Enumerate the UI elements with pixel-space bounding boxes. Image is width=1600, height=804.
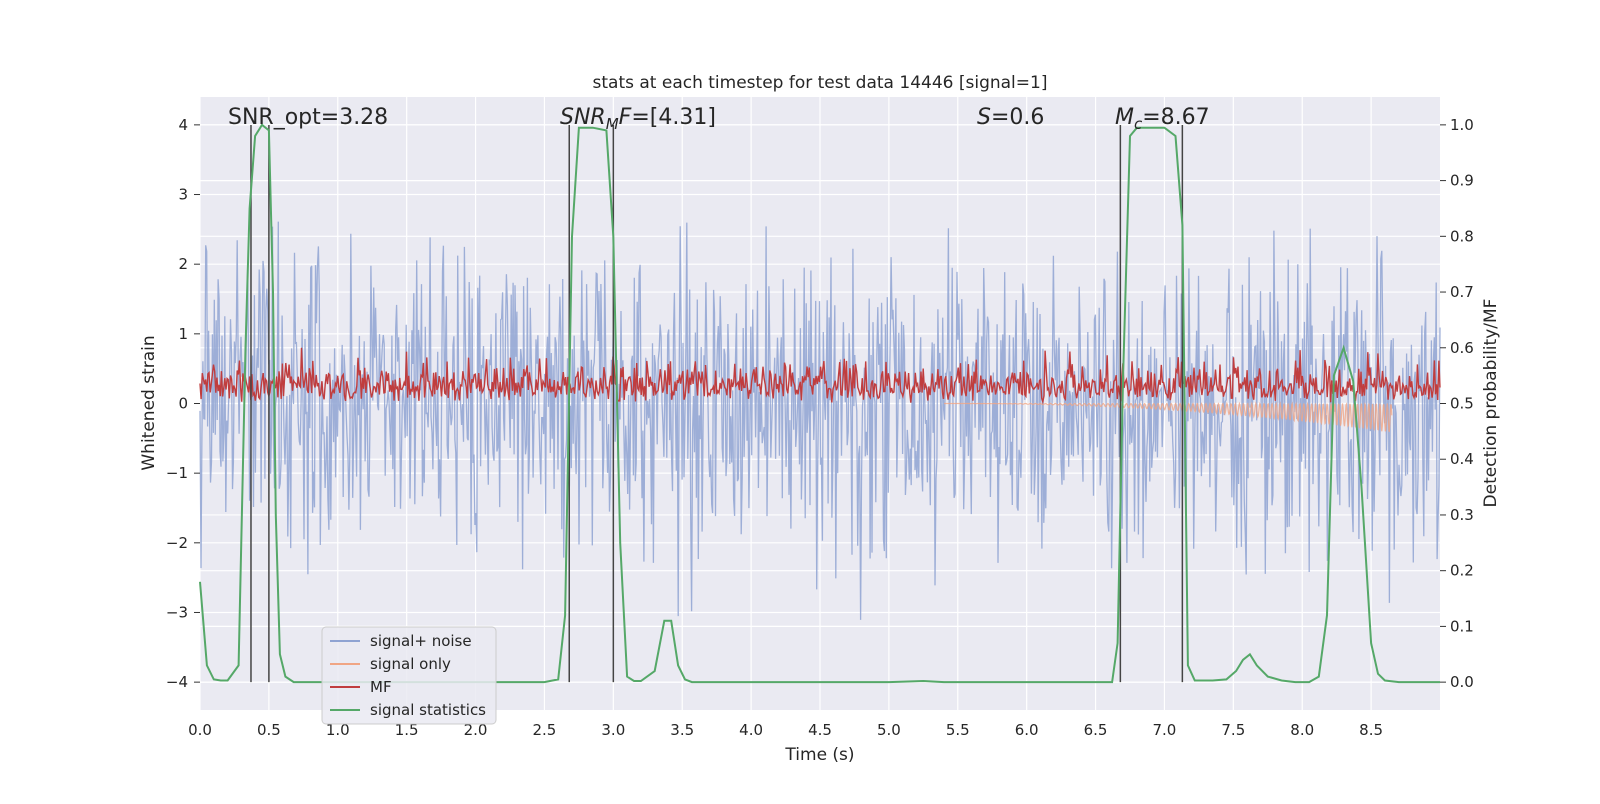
y-axis-label: Whitened strain: [139, 335, 159, 470]
x-tick-label: 5.0: [877, 721, 901, 739]
y2-tick-labels: 1.0 0.9 0.8 0.7 0.6 0.5 0.4 0.3 0.2 0.1 0.0: [1440, 116, 1474, 691]
x-tick-label: 1.0: [326, 721, 350, 739]
s-symbol: S: [977, 105, 991, 130]
snr-mf-value: =[4.31]: [631, 105, 716, 130]
s-value: =0.6: [991, 105, 1044, 130]
x-tick-label: 5.5: [946, 721, 970, 739]
y-tick-label: −3: [166, 603, 188, 621]
y2-tick-label: 0.7: [1450, 283, 1474, 301]
y2-tick-label: 0.3: [1450, 506, 1474, 524]
x-tick-label: 8.5: [1359, 721, 1383, 739]
legend: signal+ noise signal only MF signal stat…: [321, 626, 497, 725]
x-tick-label: 0.5: [257, 721, 281, 739]
y2-tick-label: 0.0: [1450, 673, 1474, 691]
y-tick-label: 0: [178, 395, 188, 413]
y-tick-labels: 4 3 2 1 0 −1 −2 −3 −4: [166, 116, 200, 691]
x-tick-label: 4.0: [739, 721, 763, 739]
annotation-mc: Mc=8.67: [1115, 105, 1210, 133]
x-axis-label: Time (s): [784, 745, 854, 765]
y-tick-label: −2: [166, 534, 188, 552]
x-tick-label: 8.0: [1290, 721, 1314, 739]
y-tick-label: 4: [178, 116, 188, 134]
mc-symbol: M: [1115, 105, 1134, 130]
y-tick-label: 3: [178, 186, 188, 204]
chart-title: stats at each timestep for test data 144…: [593, 73, 1048, 93]
snr-mf-symbol: SNR: [560, 105, 606, 130]
legend-label-signal-only: signal only: [370, 655, 451, 673]
x-tick-label: 0.0: [188, 721, 212, 739]
x-tick-label: 3.0: [601, 721, 625, 739]
y2-tick-label: 1.0: [1450, 116, 1474, 134]
y2-tick-label: 0.8: [1450, 227, 1474, 245]
x-tick-label: 4.5: [808, 721, 832, 739]
x-tick-label: 6.0: [1015, 721, 1039, 739]
x-tick-label: 1.5: [395, 721, 419, 739]
mf-series: [199, 347, 1441, 405]
snr-mf-subscript: M: [606, 115, 619, 133]
snr-mf-symbol-2: F: [619, 105, 632, 130]
signal-statistics-line: [199, 123, 1440, 684]
legend-label-mf: MF: [370, 678, 392, 696]
x-tick-labels: 0.0 0.5 1.0 1.5 2.0 2.5 3.0 3.5 4.0 4.5 5.0 5.5 6.0 6…: [188, 721, 1383, 739]
legend-label-signal-noise: signal+ noise: [370, 632, 472, 650]
x-tick-label: 2.0: [464, 721, 488, 739]
y2-tick-label: 0.6: [1450, 339, 1474, 357]
y2-axis-label: Detection probability/MF: [1481, 299, 1501, 508]
x-tick-label: 7.0: [1153, 721, 1177, 739]
annotation-snr-mf: SNRMF=[4.31]: [560, 105, 716, 133]
y2-tick-label: 0.5: [1450, 395, 1474, 413]
y2-tick-label: 0.4: [1450, 450, 1474, 468]
mc-value: =8.67: [1142, 105, 1209, 130]
x-tick-label: 7.5: [1221, 721, 1245, 739]
legend-box: [321, 626, 497, 725]
y2-tick-label: 0.9: [1450, 172, 1474, 190]
signal-statistics-series: [199, 123, 1440, 684]
y-tick-label: 1: [178, 325, 188, 343]
x-tick-label: 3.5: [670, 721, 694, 739]
signal-only-line: [944, 401, 1393, 433]
y-tick-label: −4: [166, 673, 188, 691]
y-tick-label: 2: [178, 255, 188, 273]
y-tick-label: −1: [166, 464, 188, 482]
legend-label-signal-statistics: signal statistics: [370, 701, 486, 719]
mf-line: [199, 347, 1441, 405]
annotation-s: S=0.6: [977, 105, 1044, 130]
x-tick-label: 2.5: [533, 721, 557, 739]
mc-subscript: c: [1134, 115, 1143, 133]
x-tick-label: 6.5: [1084, 721, 1108, 739]
y2-tick-label: 0.2: [1450, 562, 1474, 580]
signal-only-series: [944, 401, 1393, 433]
annotation-snr-opt: SNR_opt=3.28: [228, 105, 388, 130]
y2-tick-label: 0.1: [1450, 617, 1474, 635]
